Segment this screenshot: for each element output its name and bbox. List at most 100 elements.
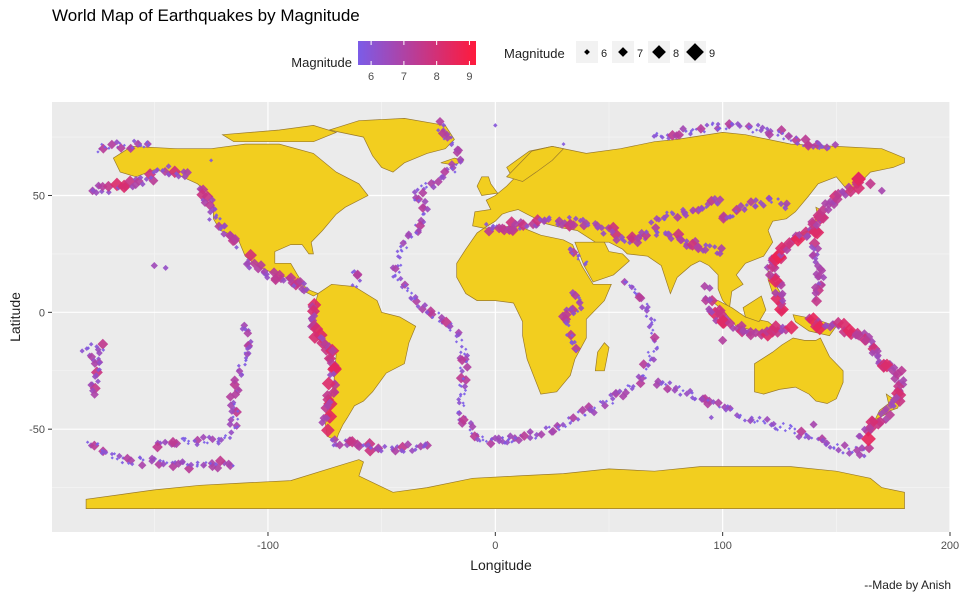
earthquake-point <box>658 381 664 387</box>
earthquake-point <box>100 142 104 146</box>
earthquake-point <box>763 415 771 423</box>
earthquake-point <box>570 290 581 301</box>
earthquake-point <box>604 399 609 403</box>
earthquake-point <box>784 320 799 335</box>
earthquake-point <box>724 317 736 329</box>
landmass-eurasia <box>472 132 905 309</box>
earthquake-point <box>793 427 797 431</box>
earthquake-point <box>626 231 639 244</box>
earthquake-point <box>810 283 820 292</box>
earthquake-point <box>424 185 429 189</box>
earthquake-point <box>627 384 632 388</box>
earthquake-point <box>457 355 468 366</box>
earthquake-point <box>89 382 101 394</box>
author-caption: --Made by Anish <box>864 578 951 592</box>
earthquake-point <box>789 424 793 428</box>
earthquake-point <box>647 354 652 358</box>
earthquake-point <box>764 270 775 280</box>
earthquake-point <box>244 259 252 268</box>
earthquake-point <box>222 436 227 440</box>
earthquake-point <box>576 309 580 313</box>
earthquake-point <box>100 448 104 453</box>
earthquake-point <box>698 395 706 403</box>
earthquake-point <box>526 428 534 436</box>
earthquake-point <box>752 197 759 204</box>
earthquake-point <box>455 372 467 384</box>
earthquake-point <box>122 453 133 464</box>
earthquake-point <box>784 131 794 141</box>
earthquake-point <box>618 234 626 241</box>
landmass-arabia <box>574 241 630 283</box>
earthquake-point <box>633 287 637 291</box>
earthquake-point <box>235 424 240 429</box>
earthquake-point <box>318 335 326 343</box>
earthquake-point <box>812 255 819 262</box>
earthquake-point <box>105 189 112 196</box>
earthquake-point <box>823 441 829 448</box>
earthquake-point <box>677 384 681 389</box>
size-legend-label: 7 <box>637 48 643 60</box>
earthquake-point <box>805 434 812 441</box>
earthquake-point <box>760 202 767 209</box>
earthquake-point <box>421 197 429 206</box>
earthquake-point <box>781 421 785 426</box>
earthquake-point <box>628 283 632 288</box>
earthquake-point <box>393 273 397 277</box>
earthquake-point <box>107 146 111 150</box>
size-legend-diamond <box>686 43 704 61</box>
earthquake-point <box>717 405 722 409</box>
earthquake-point <box>424 181 428 186</box>
earthquake-point <box>733 412 741 419</box>
earthquake-point <box>244 358 248 362</box>
earthquake-point <box>660 380 665 385</box>
earthquake-point <box>298 284 307 294</box>
earthquake-point <box>88 342 94 347</box>
earthquake-point <box>706 243 713 249</box>
earthquake-point <box>572 339 577 345</box>
earthquake-point <box>860 431 876 447</box>
earthquake-point <box>451 141 455 145</box>
earthquake-point <box>412 294 419 301</box>
earthquake-point <box>256 260 266 271</box>
earthquake-point <box>703 242 709 248</box>
earthquake-point <box>192 435 203 445</box>
earthquake-point <box>710 123 714 127</box>
earthquake-point <box>648 358 652 362</box>
earthquake-point <box>216 436 222 441</box>
earthquake-point <box>138 143 143 148</box>
earthquake-point <box>799 226 813 239</box>
earthquake-point <box>608 392 614 398</box>
earthquake-point <box>851 171 866 187</box>
earthquake-point <box>231 464 235 468</box>
earthquake-point <box>321 376 336 391</box>
earthquake-point <box>702 130 707 134</box>
earthquake-point <box>788 423 792 427</box>
earthquake-point <box>357 278 363 283</box>
earthquake-point <box>730 121 734 126</box>
earthquake-point <box>462 392 467 396</box>
earthquake-point <box>458 414 469 425</box>
earthquake-point <box>460 338 464 342</box>
earthquake-point <box>243 328 253 338</box>
earthquake-point <box>794 140 801 146</box>
earthquake-point <box>115 184 122 191</box>
earthquake-point <box>568 413 578 423</box>
earthquake-point <box>626 383 630 388</box>
earthquake-point <box>533 436 538 440</box>
earthquake-point <box>126 143 136 154</box>
size-legend-diamond <box>652 45 666 59</box>
earthquake-point <box>510 440 514 444</box>
earthquake-point <box>729 407 734 412</box>
earthquake-point <box>600 230 607 237</box>
earthquake-point <box>301 280 308 287</box>
earthquake-point <box>96 150 100 154</box>
earthquake-point <box>120 460 125 465</box>
earthquake-point <box>825 322 835 332</box>
earthquake-point <box>335 440 345 450</box>
earthquake-point <box>147 143 151 147</box>
earthquake-point <box>503 440 508 445</box>
earthquake-point <box>422 443 428 448</box>
earthquake-point <box>148 175 154 180</box>
chart-title: World Map of Earthquakes by Magnitude <box>52 6 360 25</box>
earthquake-point <box>244 346 250 352</box>
